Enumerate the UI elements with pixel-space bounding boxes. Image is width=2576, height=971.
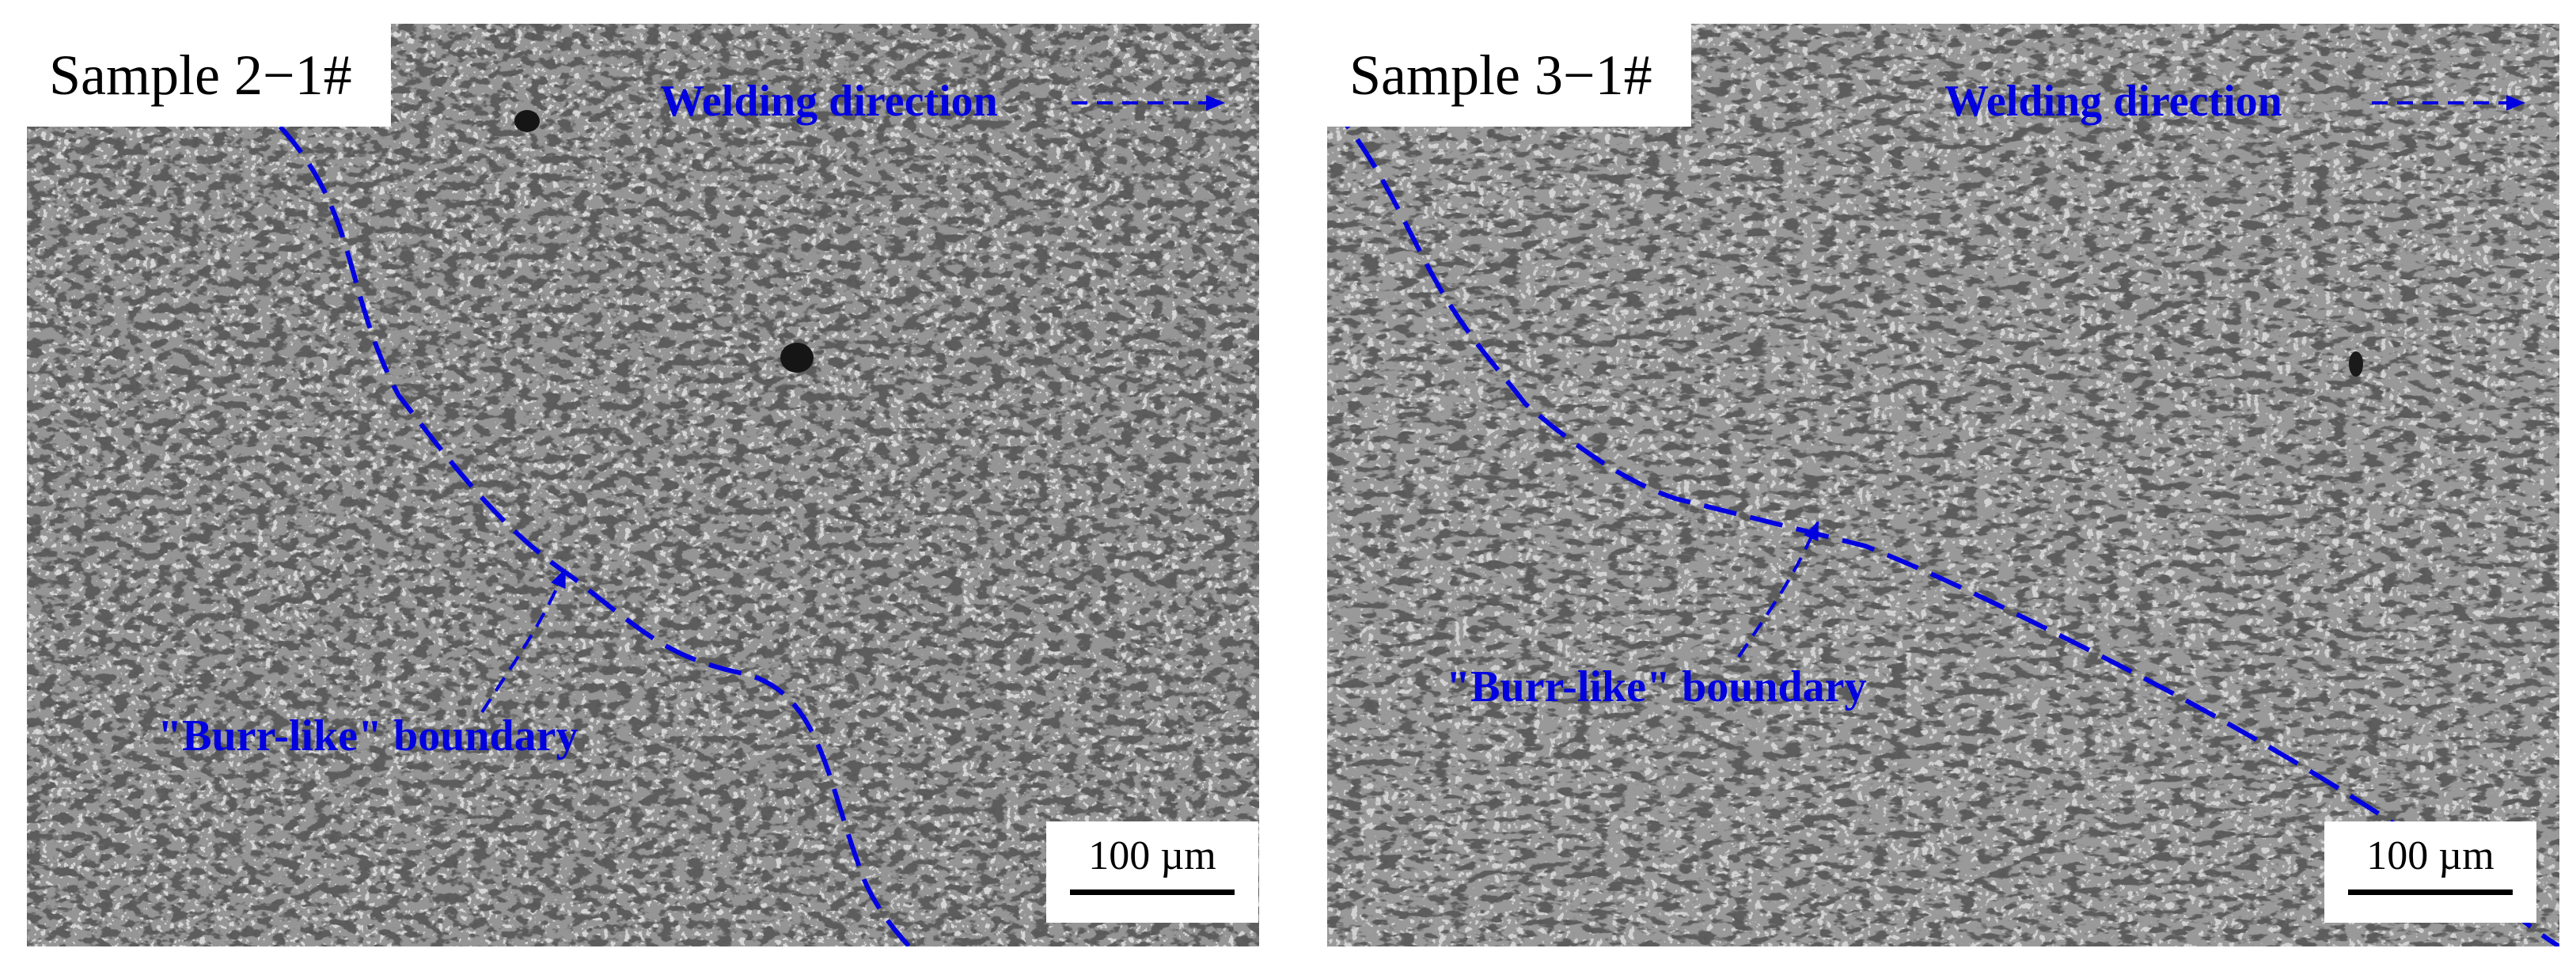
sample-label-box-right: Sample 3−1# xyxy=(1327,24,1691,127)
scale-bar-label-right: 100 µm xyxy=(2366,833,2494,878)
micrograph-panel-left: Sample 2−1# Welding direction "Burr-like… xyxy=(27,24,1259,946)
sample-label-box-left: Sample 2−1# xyxy=(27,24,391,127)
scale-bar-box-left: 100 µm xyxy=(1046,821,1258,923)
burr-boundary-label-left: "Burr-like" boundary xyxy=(157,711,579,760)
sample-label-right: Sample 3−1# xyxy=(1349,44,1652,107)
scale-bar-left xyxy=(1070,889,1235,895)
micrograph-image-right xyxy=(1327,24,2559,946)
welding-direction-label-right: Welding direction xyxy=(1944,77,2282,126)
micrograph-image-left xyxy=(27,24,1259,946)
burr-boundary-label-right: "Burr-like" boundary xyxy=(1446,662,1867,711)
welding-direction-label-left: Welding direction xyxy=(660,77,998,126)
scale-bar-label-left: 100 µm xyxy=(1088,833,1216,878)
micrograph-panel-right: Sample 3−1# Welding direction "Burr-like… xyxy=(1327,24,2559,946)
sample-label-left: Sample 2−1# xyxy=(49,44,352,107)
scale-bar-right xyxy=(2348,889,2513,895)
scale-bar-box-right: 100 µm xyxy=(2324,821,2536,923)
